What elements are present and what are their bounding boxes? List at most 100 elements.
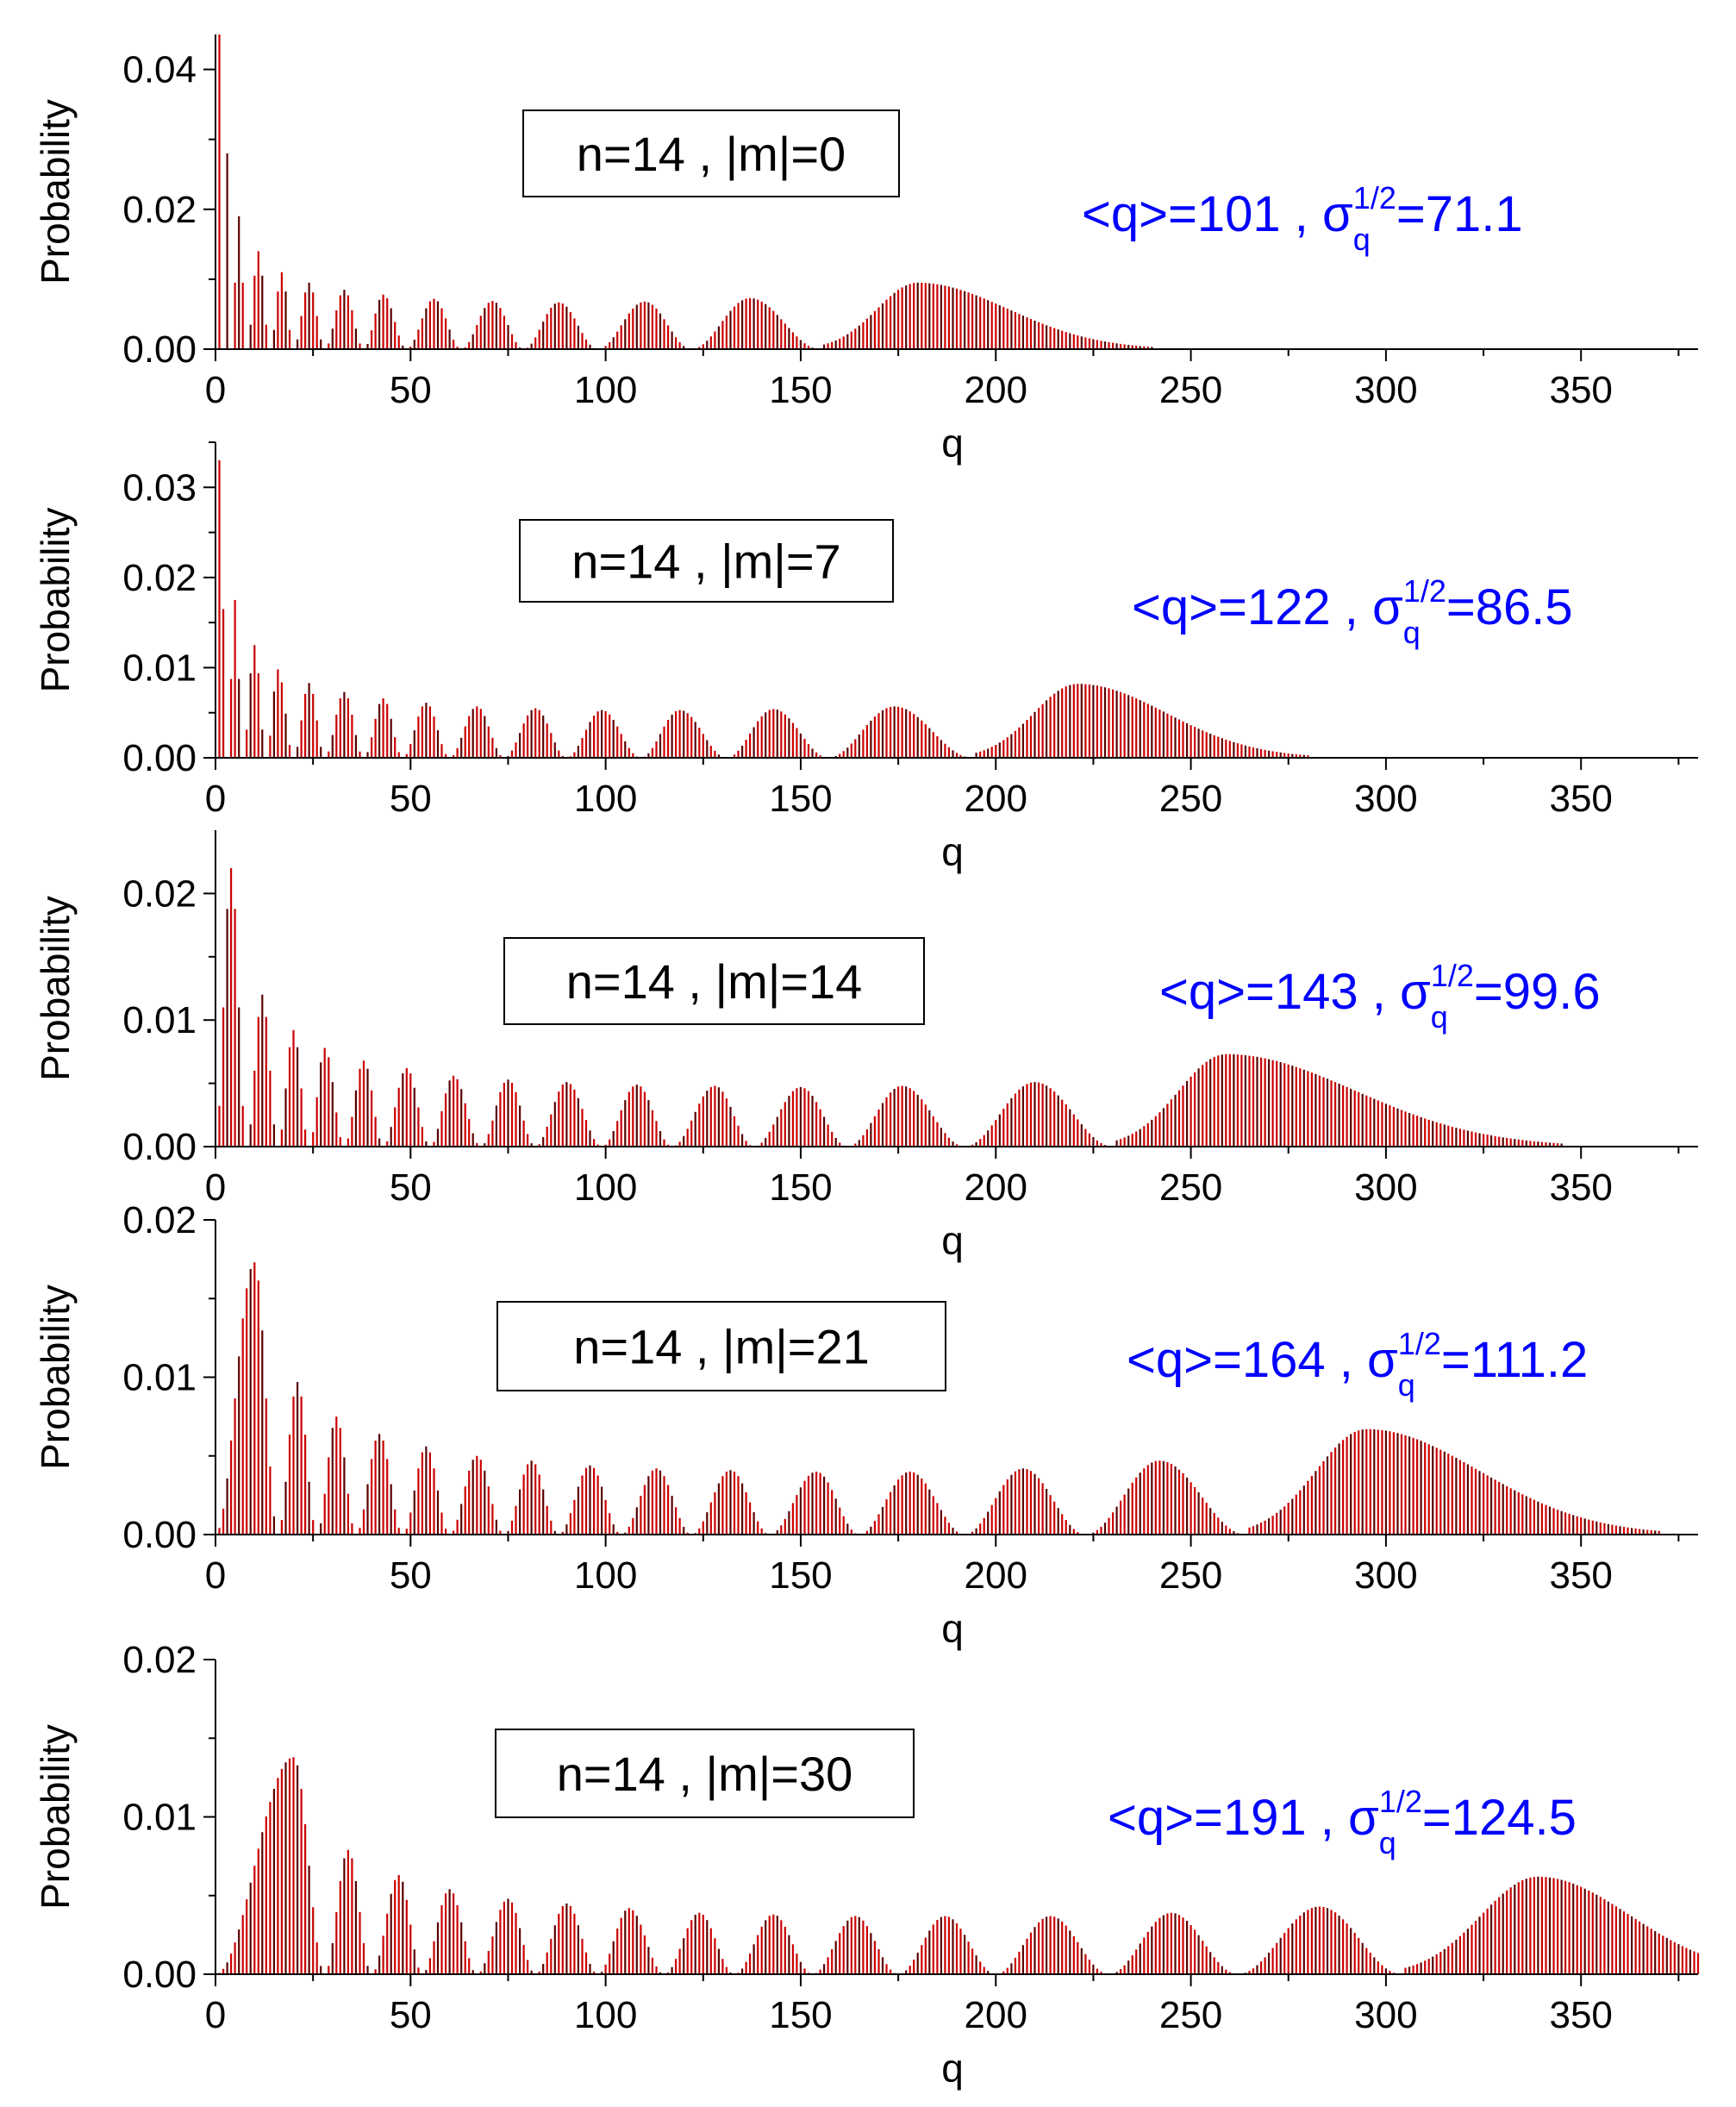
- x-tick-label: 250: [1159, 778, 1222, 820]
- stats-subscript: q: [1379, 1825, 1396, 1860]
- x-tick-label: 250: [1159, 1554, 1222, 1597]
- stats-superscript: 1/2: [1403, 573, 1446, 609]
- stats-superscript: 1/2: [1431, 958, 1474, 993]
- x-tick-label: 300: [1354, 1554, 1417, 1597]
- stats-value: =124.5: [1422, 1790, 1577, 1846]
- stats-subscript: q: [1431, 999, 1448, 1035]
- x-tick-label: 50: [390, 1994, 432, 2036]
- x-tick-label: 200: [965, 1554, 1027, 1597]
- x-tick-label: 100: [574, 1166, 637, 1209]
- stats-label: <q>=122 , σq 1/2=86.5: [1132, 573, 1573, 650]
- y-tick-label: 0.04: [122, 49, 197, 91]
- x-tick-label: 300: [1354, 369, 1417, 411]
- stats-value: =86.5: [1446, 579, 1573, 635]
- parameter-box: [496, 1301, 946, 1391]
- y-tick-label: 0.00: [122, 1514, 197, 1556]
- stats-superscript: 1/2: [1353, 180, 1396, 216]
- x-tick-label: 0: [205, 1166, 226, 1209]
- x-tick-label: 150: [769, 1166, 832, 1209]
- y-tick-label: 0.00: [122, 1126, 197, 1168]
- y-tick-label: 0.03: [122, 466, 197, 509]
- bar-series: [218, 1262, 1660, 1535]
- y-axis-title: Probability: [33, 1285, 78, 1470]
- x-tick-label: 0: [205, 1994, 226, 2036]
- x-tick-label: 150: [769, 1554, 832, 1597]
- x-tick-label: 300: [1354, 778, 1417, 820]
- x-tick-label: 350: [1549, 1166, 1612, 1209]
- bar-series: [218, 34, 1153, 349]
- chart-panel-3: 0 50 100 150 200 250 300 350 0.00 0.01 0.02 q Probab…: [33, 830, 1698, 1263]
- y-tick-label: 0.00: [122, 1954, 197, 1996]
- y-tick-label: 0.01: [122, 647, 197, 689]
- x-tick-label: 100: [574, 778, 637, 820]
- x-tick-label: 350: [1549, 778, 1612, 820]
- x-tick-label: 0: [205, 778, 226, 820]
- x-tick-label: 300: [1354, 1994, 1417, 2036]
- parameter-label: n=14 , |m|=21: [573, 1320, 870, 1374]
- x-tick-label: 0: [205, 1554, 226, 1597]
- chart-panel-2: 0 50 100 150 200 250 300 350 0.00 0.01 0.02 0.03 q Pr…: [33, 441, 1698, 874]
- parameter-box: [522, 109, 900, 197]
- stats-subscript: q: [1403, 615, 1421, 650]
- parameter-label: n=14 , |m|=14: [566, 954, 863, 1009]
- x-tick-label: 50: [390, 369, 432, 411]
- stats-mean: <q>=143 , σ: [1159, 964, 1431, 1020]
- y-axis-title: Probability: [33, 1724, 78, 1910]
- stats-mean: <q>=191 , σ: [1108, 1790, 1379, 1846]
- x-tick-label: 50: [390, 1166, 432, 1209]
- stats-mean: <q>=164 , σ: [1127, 1332, 1398, 1388]
- chart-panel-4: 0 50 100 150 200 250 300 350 0.00 0.01 0.02 q Probab…: [33, 1199, 1698, 1651]
- stats-subscript: q: [1353, 222, 1371, 257]
- stats-label: <q>=143 , σq 1/2=99.6: [1159, 958, 1601, 1035]
- y-tick-label: 0.01: [122, 1357, 197, 1399]
- stats-value: =111.2: [1441, 1332, 1588, 1388]
- y-tick-label: 0.02: [122, 189, 197, 231]
- x-tick-label: 350: [1549, 1554, 1612, 1597]
- x-tick-label: 250: [1159, 1994, 1222, 2036]
- x-tick-label: 50: [390, 778, 432, 820]
- y-axis-title: Probability: [33, 99, 78, 284]
- y-axis-title: Probability: [33, 896, 78, 1081]
- x-tick-label: 200: [965, 1166, 1027, 1209]
- x-axis-title: q: [941, 829, 964, 874]
- x-tick-label: 350: [1549, 369, 1612, 411]
- y-tick-label: 0.01: [122, 1797, 197, 1839]
- stats-subscript: q: [1398, 1367, 1415, 1403]
- x-tick-label: 0: [205, 369, 226, 411]
- stats-label: <q>=191 , σq 1/2=124.5: [1108, 1784, 1577, 1860]
- stats-superscript: 1/2: [1379, 1784, 1422, 1819]
- x-axis-title: q: [941, 2046, 964, 2091]
- stats-label: <q>=164 , σq 1/2=111.2: [1127, 1326, 1588, 1403]
- x-axis-title: q: [941, 1218, 964, 1263]
- x-tick-label: 200: [965, 369, 1027, 411]
- parameter-label: n=14 , |m|=7: [571, 535, 840, 589]
- x-axis-title: q: [941, 421, 964, 466]
- x-tick-label: 200: [965, 778, 1027, 820]
- y-tick-label: 0.02: [122, 872, 197, 915]
- parameter-box: [519, 519, 894, 603]
- parameter-box: [503, 937, 925, 1025]
- chart-panel-1: 0 50 100 150 200 250 300 350 0.00 0.02 0.04 q Probab…: [33, 34, 1698, 466]
- bar-series: [218, 460, 1309, 758]
- x-tick-label: 150: [769, 369, 832, 411]
- x-tick-label: 150: [769, 1994, 832, 2036]
- x-tick-label: 50: [390, 1554, 432, 1597]
- y-tick-label: 0.02: [122, 557, 197, 599]
- stats-mean: <q>=122 , σ: [1132, 579, 1403, 635]
- y-tick-label: 0.00: [122, 737, 197, 779]
- y-tick-label: 0.02: [122, 1199, 197, 1241]
- y-axis-title: Probability: [33, 508, 78, 693]
- y-tick-label: 0.01: [122, 999, 197, 1041]
- x-axis-title: q: [941, 1606, 964, 1651]
- y-tick-label: 0.02: [122, 1639, 197, 1681]
- stats-value: =71.1: [1396, 186, 1523, 242]
- y-tick-label: 0.00: [122, 328, 197, 371]
- stats-mean: <q>=101 , σ: [1082, 186, 1353, 242]
- bar-series: [218, 868, 1563, 1147]
- x-tick-label: 350: [1549, 1994, 1612, 2036]
- x-tick-label: 100: [574, 1554, 637, 1597]
- x-tick-label: 100: [574, 1994, 637, 2036]
- stats-superscript: 1/2: [1398, 1326, 1441, 1361]
- stats-label: <q>=101 , σq 1/2=71.1: [1082, 180, 1523, 257]
